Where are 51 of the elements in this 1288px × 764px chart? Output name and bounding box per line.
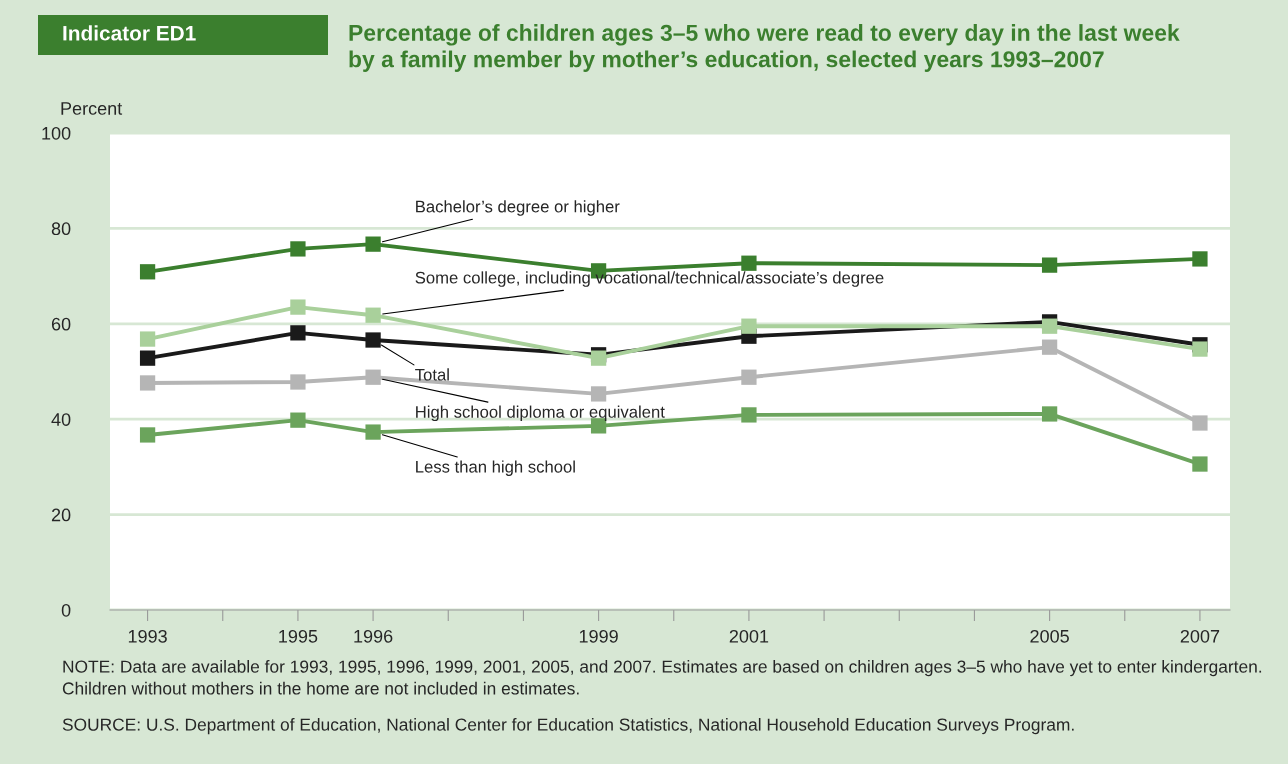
series-label: Total	[415, 368, 449, 381]
x-tick-label: 1995	[279, 629, 318, 643]
text: Some college, including vocational/technical/associate’s degree	[415, 271, 884, 287]
point	[365, 307, 381, 323]
point	[290, 325, 306, 341]
series-label: Bachelor’s degree or higher	[416, 200, 620, 216]
point	[290, 374, 306, 390]
y-tick-label: 0	[61, 603, 71, 617]
y-tick-label: 100	[42, 126, 71, 140]
point	[1041, 318, 1058, 334]
point	[741, 369, 757, 385]
point	[365, 369, 381, 385]
y-tick-label: 80	[51, 222, 71, 236]
x-tick-label: 2005	[1030, 629, 1069, 643]
point	[139, 375, 156, 391]
point	[290, 241, 306, 257]
x-tick-label: 1999	[579, 629, 618, 643]
point	[1192, 456, 1208, 472]
point	[1192, 251, 1208, 267]
point	[139, 427, 156, 443]
point	[1041, 339, 1058, 355]
series-label: Less than high school	[416, 460, 575, 476]
chart-title: Percentage of children ages 3–5 who were read to every day in the last week by a family member by mother’s education, selected years 1993–2007	[349, 24, 1180, 72]
point	[365, 424, 381, 440]
y-tick-label: 20	[51, 508, 71, 522]
point	[139, 331, 156, 347]
y-axis-title: Percent	[61, 102, 123, 115]
x-tick-label: 1993	[128, 629, 167, 643]
point	[1192, 415, 1208, 431]
text: NOTE: Data are available for 1993, 1995, 1996, 1999, 2001, 2005, and 2007. Estimates are based on children ages 3–5 who have yet to enter kindergarten. Children without mothers in the home are not included in estimates.	[62, 660, 1262, 695]
point	[290, 299, 306, 315]
point	[590, 386, 607, 402]
point	[1041, 406, 1058, 422]
text: Indicator ED1	[63, 25, 196, 41]
point	[1041, 257, 1058, 273]
point	[741, 407, 757, 423]
point	[139, 264, 156, 280]
y-tick-label: 40	[51, 413, 71, 426]
point	[139, 350, 156, 366]
x-tick-label: 2007	[1180, 629, 1220, 643]
y-tick-label: 60	[51, 317, 71, 331]
point	[741, 255, 757, 271]
x-tick-label: 2001	[729, 629, 769, 643]
series-label: High school diploma or equivalent	[416, 405, 665, 422]
point	[741, 318, 757, 334]
source-note: SOURCE: U.S. Department of Education, National Center for Education Statistics, National Household Education Surveys Program.	[62, 718, 1074, 735]
point	[290, 412, 306, 428]
x-tick-label: 1996	[354, 629, 393, 643]
point	[365, 332, 381, 348]
point	[1192, 341, 1208, 357]
point	[365, 236, 381, 252]
